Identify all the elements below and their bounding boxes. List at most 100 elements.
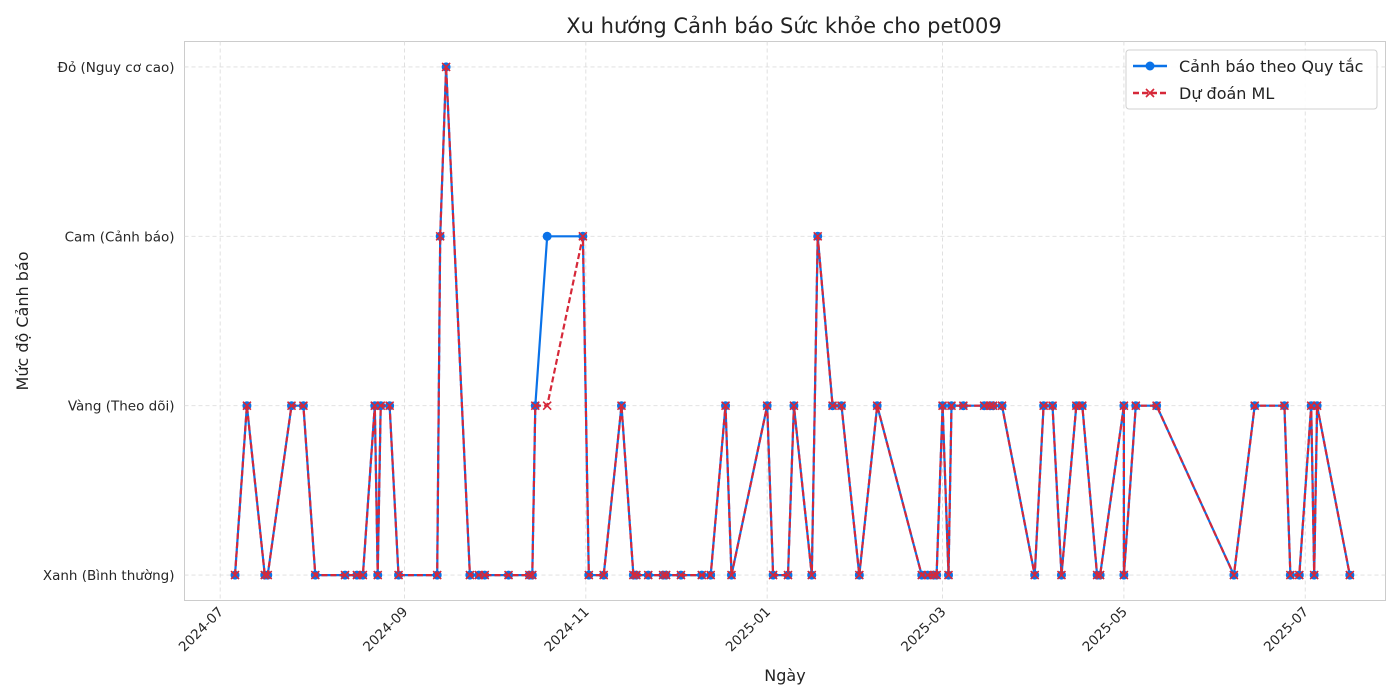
- x-tick-labels: 2024-07 2024-09 2024-11 2025-01 2025-03 2025-…: [176, 604, 1312, 655]
- point-ml: [720, 401, 731, 411]
- point-ml: [432, 570, 442, 580]
- point-ml: [260, 570, 270, 580]
- x-tick-label: 2024-07: [176, 604, 227, 655]
- y-tick-label: Vàng (Theo dõi): [68, 399, 175, 415]
- point-ml: [1312, 401, 1322, 411]
- point-ml: [503, 570, 514, 580]
- point-ml: [1294, 570, 1304, 580]
- x-axis-label: Ngày: [764, 666, 805, 685]
- point-ml: [783, 570, 793, 580]
- point-ml: [1047, 401, 1058, 411]
- point-ml: [789, 401, 799, 411]
- point-ml: [393, 570, 404, 580]
- y-tick-label: Đỏ (Nguy cơ cao): [58, 60, 175, 76]
- point-ml: [813, 231, 823, 241]
- point-ml: [263, 570, 273, 580]
- point-ml: [836, 401, 847, 411]
- point-ml: [988, 401, 998, 411]
- point-ml: [658, 570, 668, 580]
- point-ml: [524, 570, 534, 580]
- point-ml: [676, 570, 686, 580]
- point-ml: [542, 401, 552, 411]
- point-ml: [1229, 570, 1239, 580]
- point-ml: [441, 62, 451, 72]
- point-ml: [527, 570, 537, 580]
- point-ml: [661, 570, 671, 580]
- point-ml: [578, 231, 588, 241]
- point-ml: [286, 401, 297, 411]
- legend: Cảnh báo theo Quy tắc Dự đoán ML: [1125, 49, 1378, 110]
- legend-label-rule: Cảnh báo theo Quy tắc: [1179, 57, 1363, 76]
- point-rule: [542, 231, 552, 241]
- point-ml: [628, 570, 638, 580]
- y-tick-label: Cam (Cảnh báo): [65, 229, 175, 245]
- point-ml: [631, 570, 641, 580]
- point-ml: [929, 570, 939, 580]
- point-ml: [385, 401, 395, 411]
- point-ml: [358, 570, 368, 580]
- x-tick-label: 2025-07: [1261, 604, 1312, 655]
- point-ml: [242, 401, 252, 411]
- point-ml: [1279, 401, 1289, 411]
- point-ml: [1285, 570, 1295, 580]
- point-ml: [697, 570, 707, 580]
- point-ml: [937, 401, 948, 411]
- point-ml: [373, 570, 383, 580]
- point-ml: [1030, 570, 1040, 580]
- point-ml: [946, 401, 957, 411]
- point-ml: [1077, 401, 1087, 411]
- point-ml: [943, 570, 954, 580]
- point-ml: [1039, 401, 1049, 411]
- point-ml: [1092, 570, 1102, 580]
- y-tick-labels: Xanh (Bình thường) Vàng (Theo dõi) Cam (Cả…: [43, 60, 175, 584]
- point-ml: [1131, 401, 1141, 411]
- point-ml: [762, 401, 772, 411]
- x-tick-label: 2025-03: [898, 604, 949, 655]
- point-ml: [827, 401, 838, 411]
- point-ml: [310, 570, 320, 580]
- point-ml: [985, 401, 995, 411]
- plot-area: [184, 41, 1386, 601]
- point-ml: [616, 401, 627, 411]
- point-ml: [1119, 570, 1129, 580]
- series-layer: [230, 62, 1355, 580]
- point-ml: [768, 570, 778, 580]
- point-ml: [465, 570, 475, 580]
- point-ml: [1345, 570, 1355, 580]
- point-ml: [1309, 570, 1319, 580]
- point-ml: [932, 570, 942, 580]
- point-ml: [726, 570, 737, 580]
- point-ml: [872, 401, 882, 411]
- point-ml: [997, 401, 1007, 411]
- point-ml: [340, 570, 350, 580]
- x-tick-label: 2025-05: [1080, 604, 1131, 655]
- point-ml: [1119, 401, 1129, 411]
- point-ml: [706, 570, 716, 580]
- point-ml: [1056, 570, 1067, 580]
- point-ml: [599, 570, 609, 580]
- legend-label-ml: Dự đoán ML: [1179, 84, 1274, 103]
- point-ml: [1152, 401, 1162, 411]
- point-ml: [230, 570, 240, 580]
- x-tick-label: 2024-11: [541, 604, 592, 655]
- x-tick-label: 2024-09: [360, 604, 411, 655]
- legend-marker-ml: [1145, 88, 1155, 98]
- legend-marker-rule: [1145, 61, 1155, 71]
- point-ml: [298, 401, 308, 411]
- point-ml: [376, 401, 386, 411]
- point-ml: [854, 570, 864, 580]
- point-ml: [480, 570, 490, 580]
- point-ml: [807, 570, 817, 580]
- x-tick-label: 2025-01: [723, 604, 774, 655]
- point-ml: [1250, 401, 1260, 411]
- point-ml: [435, 231, 445, 241]
- point-ml: [958, 401, 968, 411]
- point-ml: [643, 570, 653, 580]
- chart-title: Xu hướng Cảnh báo Sức khỏe cho pet009: [566, 14, 1001, 38]
- point-ml: [530, 401, 540, 411]
- y-axis-label: Mức độ Cảnh báo: [13, 252, 32, 391]
- legend-box: [1125, 49, 1378, 110]
- point-ml: [1095, 570, 1105, 580]
- y-tick-label: Xanh (Bình thường): [43, 568, 175, 584]
